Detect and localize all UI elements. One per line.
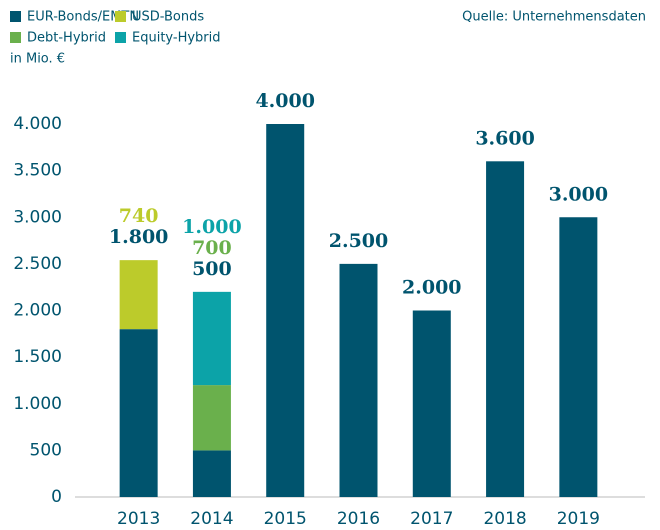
- x-tick-label: 2015: [264, 509, 307, 529]
- bar-segment: [192, 291, 231, 386]
- data-label: 740: [119, 205, 159, 227]
- y-tick-label: 3.500: [13, 161, 62, 181]
- legend-label: EUR-Bonds/EMTN: [27, 10, 139, 25]
- y-tick-label: 3.000: [13, 207, 62, 227]
- bar-segment: [192, 450, 231, 497]
- bar-segment: [412, 310, 451, 497]
- y-tick-label: 4.000: [13, 114, 62, 134]
- data-label: 1.800: [109, 226, 169, 248]
- data-label: 700: [192, 237, 232, 259]
- bar-segment: [559, 217, 598, 497]
- legend-swatch: [10, 32, 21, 43]
- legend-swatch: [115, 11, 126, 22]
- x-tick-label: 2017: [410, 509, 453, 529]
- data-label: 1.000: [182, 216, 242, 238]
- y-tick-label: 1.000: [13, 394, 62, 414]
- y-tick-label: 500: [30, 440, 62, 460]
- bar-segment: [192, 385, 231, 451]
- legend-swatch: [10, 11, 21, 22]
- x-tick-label: 2013: [117, 509, 160, 529]
- data-label: 3.000: [549, 183, 609, 205]
- data-label: 3.600: [475, 127, 535, 149]
- source: Quelle: Unternehmensdaten: [462, 10, 646, 25]
- x-tick-label: 2016: [337, 509, 380, 529]
- y-tick-label: 2.500: [13, 254, 62, 274]
- legend-label: Debt-Hybrid: [27, 31, 106, 46]
- data-label: 2.500: [329, 230, 389, 252]
- y-tick-label: 1.500: [13, 347, 62, 367]
- x-tick-label: 2019: [557, 509, 600, 529]
- data-label: 4.000: [255, 90, 315, 112]
- y-tick-label: 0: [51, 487, 62, 507]
- bar-segment: [339, 263, 378, 497]
- bar-segment: [486, 161, 525, 498]
- legend-swatch: [115, 32, 126, 43]
- legend-label: Equity-Hybrid: [132, 31, 221, 46]
- x-tick-label: 2014: [190, 509, 233, 529]
- y-tick-label: 2.000: [13, 301, 62, 321]
- data-label: 500: [192, 258, 232, 280]
- bar-segment: [119, 260, 158, 330]
- y-axis-label: in Mio. €: [10, 52, 65, 67]
- bar-segment: [119, 329, 158, 497]
- legend-label: USD-Bonds: [132, 10, 204, 25]
- data-label: 2.000: [402, 277, 462, 299]
- bar-segment: [266, 124, 305, 497]
- x-tick-label: 2018: [483, 509, 526, 529]
